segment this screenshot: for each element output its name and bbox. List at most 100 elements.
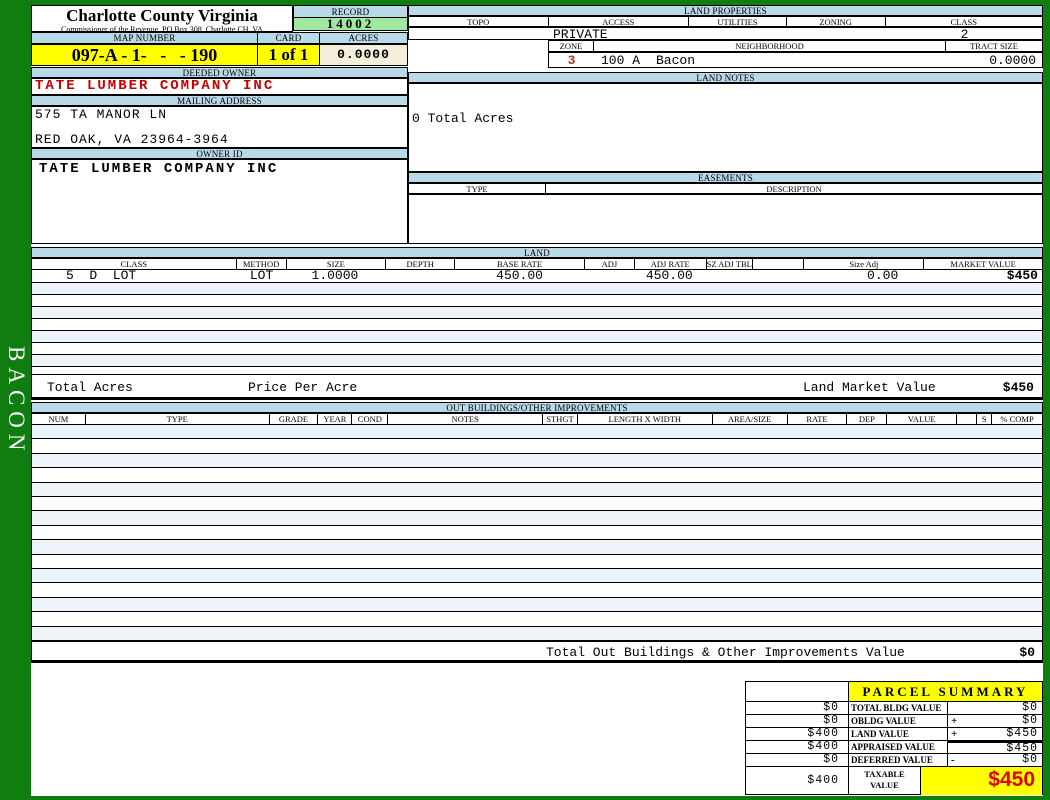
- empty-table-row: [32, 597, 1042, 613]
- address-line-1: 575 TA MANOR LN: [35, 107, 168, 122]
- out-buildings-column-header-cell: AREA/SIZE: [713, 414, 788, 424]
- easements-box: [408, 194, 1043, 244]
- summary-left-value: $0: [746, 715, 849, 727]
- empty-table-row: [32, 343, 1042, 355]
- out-buildings-column-header-cell: [957, 414, 978, 424]
- land-notes-title: LAND NOTES: [408, 72, 1043, 83]
- commissioner-line: Commissioner of the Revenue, PO Box 308,…: [61, 25, 263, 34]
- land-column-header-cell: [753, 259, 805, 269]
- land-column-header-cell: SIZE: [287, 259, 387, 269]
- total-acres-label: Total Acres: [47, 380, 133, 395]
- out-buildings-column-header-cell: DEP: [847, 414, 888, 424]
- empty-table-row: [32, 497, 1042, 512]
- out-buildings-column-header-cell: GRADE: [270, 414, 319, 424]
- empty-table-row: [32, 583, 1042, 598]
- neighborhood-name: Bacon: [656, 53, 696, 68]
- taxable-value-row: $400 TAXABLE VALUE $450: [746, 767, 1042, 795]
- parcel-summary-row: $0 OBLDG VALUE + $0: [746, 715, 1042, 728]
- parcel-summary-rows: $0 TOTAL BLDG VALUE $0 $0 OBLDG VALUE + $0 $400…: [746, 702, 1042, 767]
- land-properties-values: PRIVATE 2: [408, 27, 1043, 42]
- acres-label: ACRES: [319, 32, 408, 44]
- land-notes-text: 0 Total Acres: [412, 111, 514, 126]
- empty-table-row: [32, 453, 1042, 469]
- empty-table-row: [32, 439, 1042, 454]
- parcel-summary-row: $0 TOTAL BLDG VALUE $0: [746, 702, 1042, 715]
- out-buildings-column-header-cell: LENGTH X WIDTH: [578, 414, 713, 424]
- county-title: Charlotte County Virginia: [66, 6, 258, 25]
- land-cell: 0.00: [867, 270, 899, 282]
- summary-left-value: $400: [746, 728, 849, 740]
- land-column-header-cell: MARKET VALUE: [950, 259, 1016, 269]
- out-buildings-totals-row: Total Out Buildings & Other Improvements…: [31, 641, 1043, 663]
- out-buildings-column-header-cell: STHGT: [543, 414, 578, 424]
- owner-id-label: OWNER ID: [31, 148, 408, 159]
- empty-table-row: [32, 295, 1042, 307]
- land-market-value-label: Land Market Value: [803, 380, 936, 395]
- out-buildings-column-header-cell: RATE: [788, 414, 848, 424]
- summary-value-cell: $0: [948, 702, 1042, 714]
- out-buildings-total-value: $0: [1019, 645, 1035, 660]
- mailing-address-label: MAILING ADDRESS: [31, 95, 408, 106]
- summary-value-cell: + $0: [948, 715, 1042, 727]
- empty-table-row: [32, 525, 1042, 541]
- summary-label: APPRAISED VALUE: [849, 741, 948, 753]
- summary-operator: +: [951, 728, 958, 740]
- easements-headers: TYPE DESCRIPTION: [408, 183, 1043, 194]
- zone-label: ZONE: [549, 41, 594, 51]
- summary-value-cell: $450: [948, 741, 1042, 753]
- taxable-left-value: $400: [746, 767, 849, 795]
- deeded-owner-label: DEEDED OWNER: [31, 67, 408, 78]
- empty-table-row: [32, 283, 1042, 295]
- out-buildings-title: OUT BUILDINGS/OTHER IMPROVEMENTS: [31, 402, 1043, 413]
- summary-value-cell: + $450: [948, 728, 1042, 740]
- tract-size-value: 0.0000: [989, 53, 1036, 68]
- land-properties-header-cell: TOPO: [409, 17, 549, 26]
- land-column-header-cell: DEPTH: [386, 259, 456, 269]
- card-label: CARD: [257, 32, 320, 44]
- land-properties-header-cell: UTILITIES: [689, 17, 787, 26]
- land-column-header-cell: CLASS: [32, 259, 237, 269]
- neighborhood-spine-label: BACON: [4, 346, 29, 457]
- land-cell: $450: [1006, 270, 1038, 282]
- land-column-header-cell: ADJ RATE: [635, 259, 707, 269]
- parcel-summary-header-spacer: [746, 682, 849, 701]
- land-column-header-cell: Size Adj: [804, 259, 925, 269]
- land-market-value: $450: [1002, 380, 1034, 395]
- parcel-summary-row: $400 APPRAISED VALUE $450: [746, 741, 1042, 754]
- map-number-label: MAP NUMBER: [31, 32, 258, 44]
- summary-operator: +: [951, 715, 958, 727]
- deeded-owner-value: TATE LUMBER COMPANY INC: [31, 78, 408, 95]
- empty-table-row: [32, 307, 1042, 319]
- land-properties-header-cell: ACCESS: [549, 17, 690, 26]
- land-column-header-cell: BASE RATE: [455, 259, 585, 269]
- county-header-box: Charlotte County Virginia Commissioner o…: [31, 5, 293, 34]
- access-value: PRIVATE: [553, 27, 608, 42]
- land-cell: [753, 270, 805, 282]
- out-buildings-column-header-cell: COND: [352, 414, 389, 424]
- land-column-header-cell: ADJ: [585, 259, 635, 269]
- empty-table-row: [32, 355, 1042, 367]
- easements-title: EASEMENTS: [408, 172, 1043, 183]
- land-cell: 5 D LOT: [66, 270, 137, 282]
- out-buildings-total-label: Total Out Buildings & Other Improvements…: [546, 645, 905, 660]
- summary-right-value: $450: [1006, 728, 1038, 740]
- out-buildings-column-header-cell: NOTES: [388, 414, 543, 424]
- parcel-summary: PARCEL SUMMARY $0 TOTAL BLDG VALUE $0 $0 OBL…: [745, 681, 1043, 795]
- empty-table-row: [32, 319, 1042, 331]
- land-empty-rows: [31, 283, 1043, 374]
- land-notes-box: 0 Total Acres: [408, 83, 1043, 172]
- empty-table-row: [32, 540, 1042, 555]
- land-properties-header-cell: ZONING: [787, 17, 886, 26]
- empty-table-row: [32, 612, 1042, 627]
- out-buildings-column-header-cell: YEAR: [318, 414, 353, 424]
- parcel-summary-row: $400 LAND VALUE + $450: [746, 728, 1042, 741]
- parcel-summary-row: $0 DEFERRED VALUE - $0: [746, 754, 1042, 767]
- parcel-summary-title: PARCEL SUMMARY: [849, 682, 1042, 701]
- out-buildings-empty-rows: [31, 425, 1043, 642]
- empty-table-row: [32, 468, 1042, 483]
- out-buildings-column-header-cell: VALUE: [887, 414, 958, 424]
- land-cell: [386, 270, 455, 282]
- empty-table-row: [32, 482, 1042, 498]
- taxable-label-line2: VALUE: [870, 780, 899, 790]
